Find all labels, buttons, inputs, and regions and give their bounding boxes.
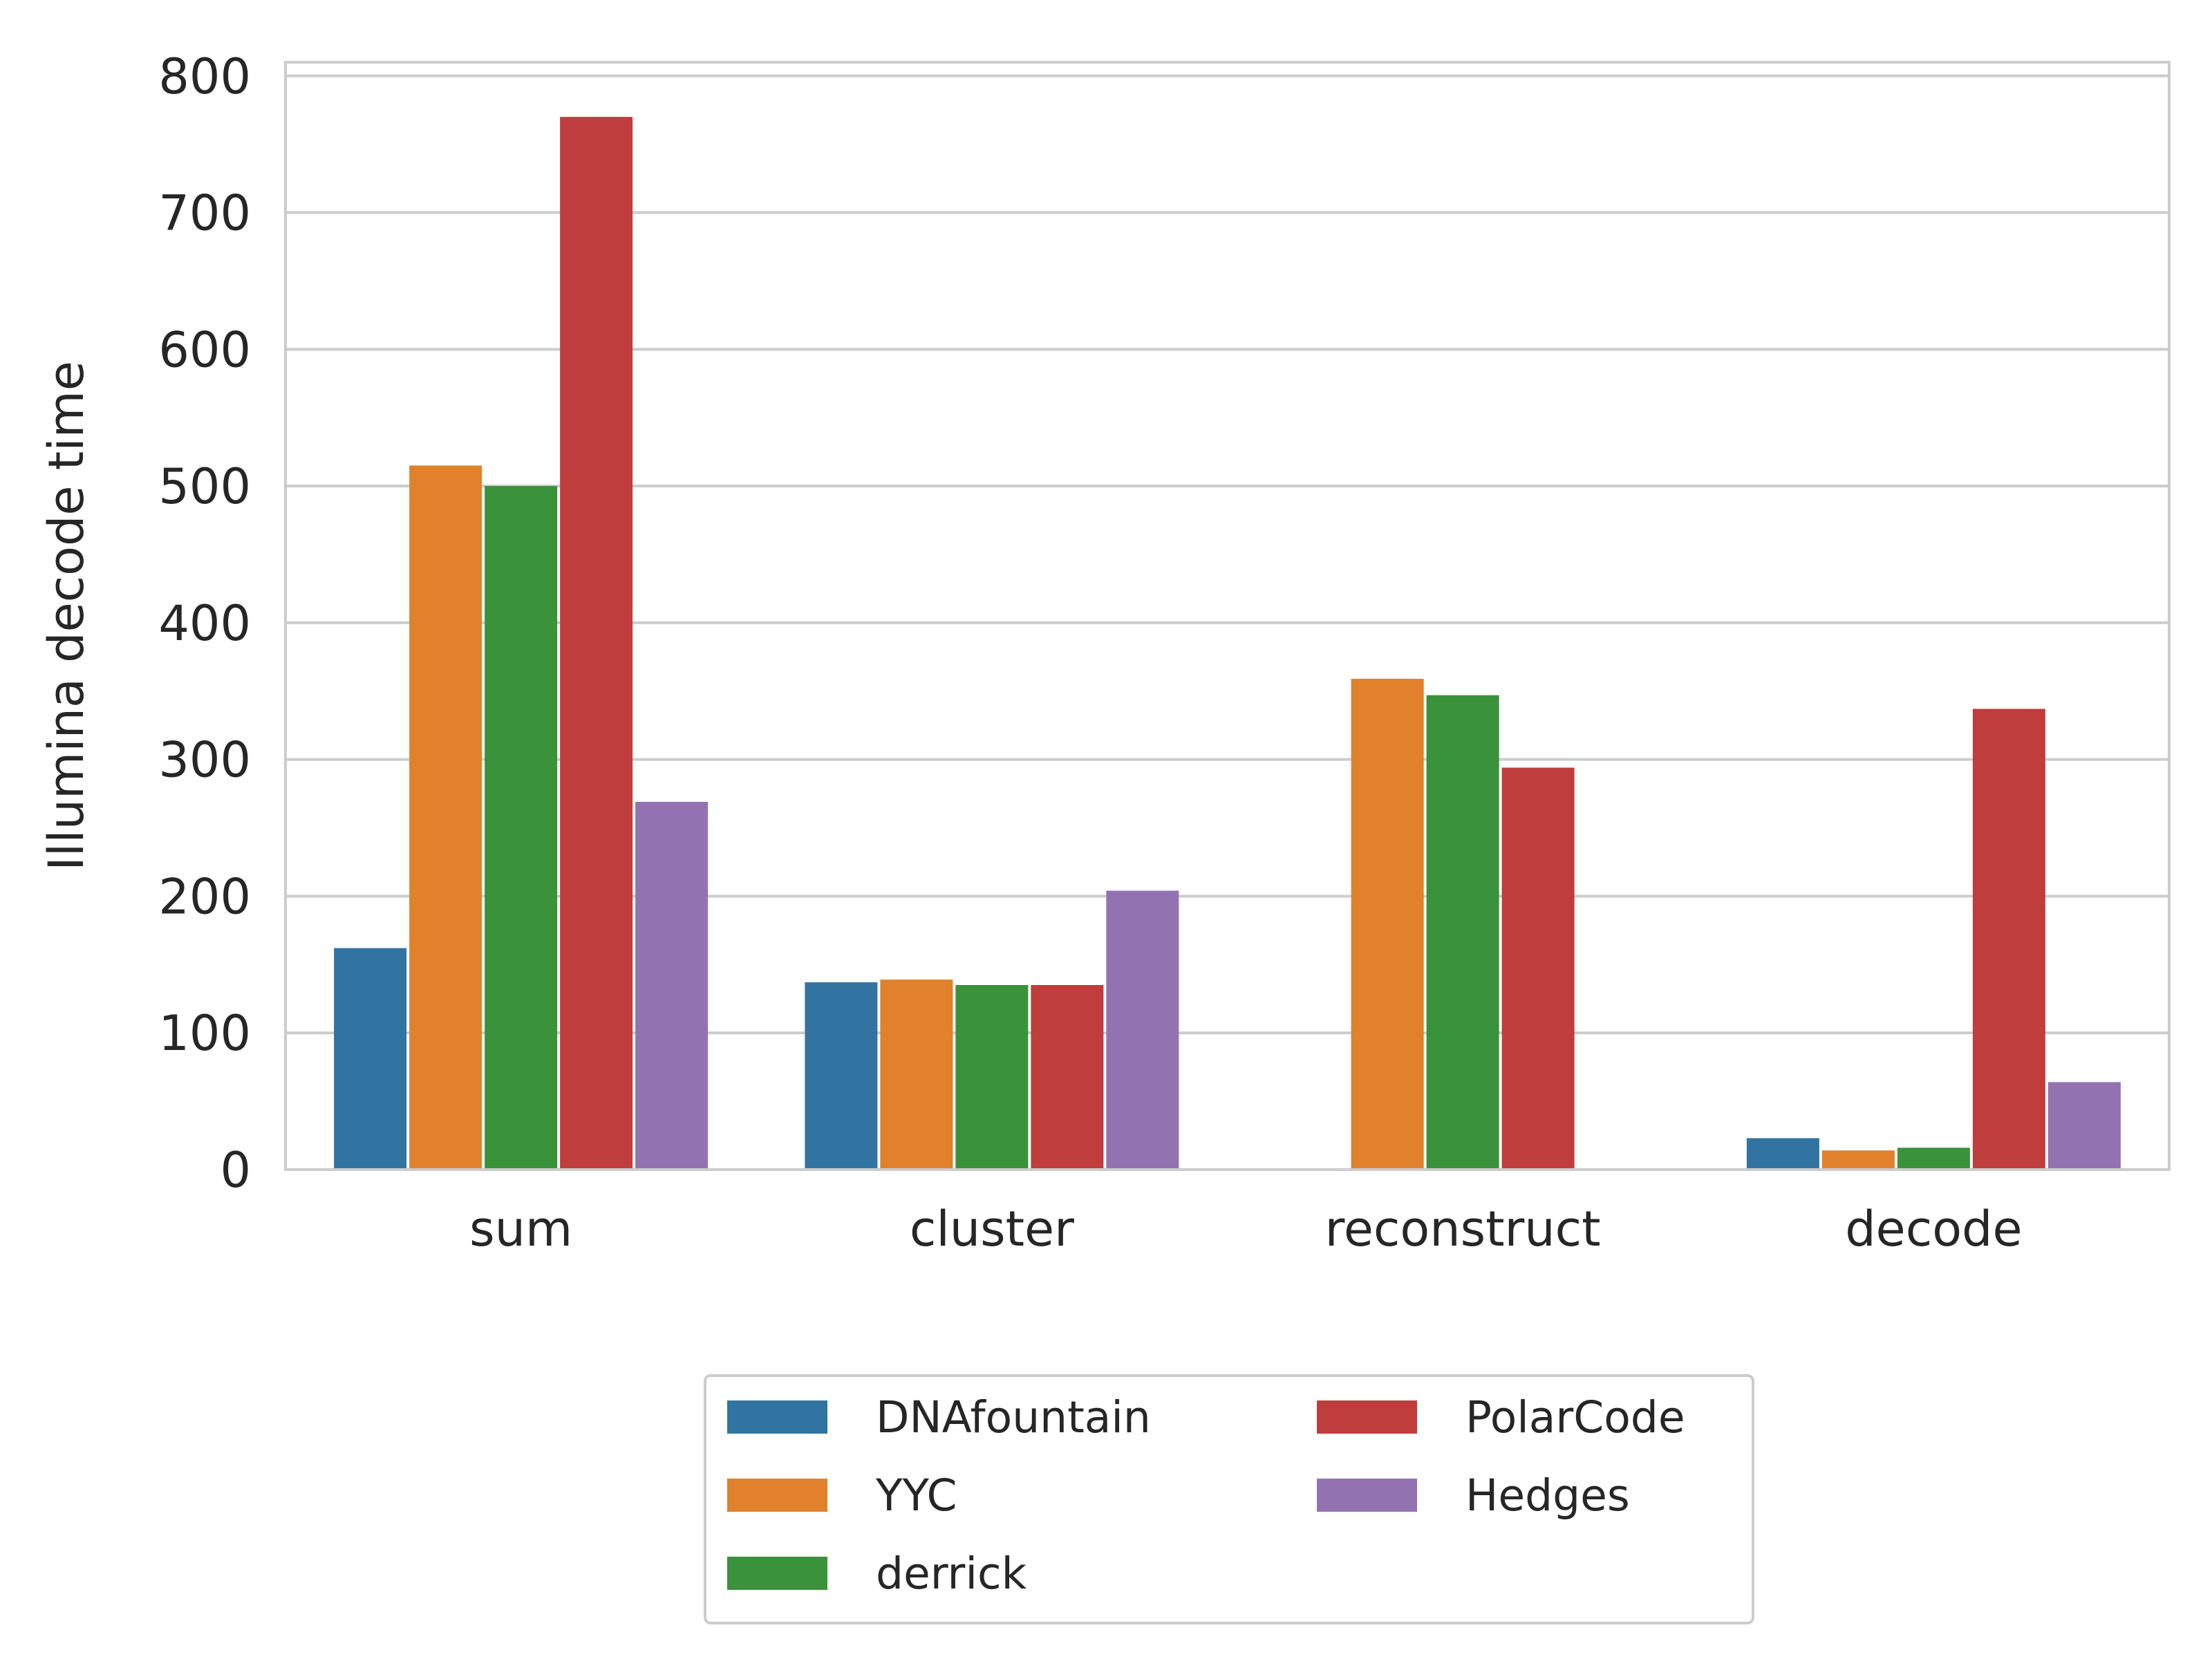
- bar-yyc-cluster: [880, 980, 953, 1170]
- x-tick-label: decode: [1845, 1201, 2022, 1257]
- legend-label-hedges: Hedges: [1465, 1470, 1630, 1521]
- x-tick-label: reconstruct: [1325, 1201, 1601, 1257]
- bar-derrick-decode: [1897, 1147, 1970, 1170]
- legend-swatch-yyc: [727, 1479, 827, 1512]
- bar-polarcode-decode: [1972, 709, 2045, 1170]
- bar-polarcode-cluster: [1031, 985, 1104, 1170]
- legend-swatch-polarcode: [1317, 1400, 1417, 1434]
- bar-dnafountain-decode: [1746, 1138, 1819, 1170]
- bar-derrick-reconstruct: [1426, 695, 1499, 1170]
- y-axis-title: Illumina decode time: [38, 361, 95, 871]
- legend-label-derrick: derrick: [876, 1548, 1027, 1599]
- bar-derrick-cluster: [955, 985, 1029, 1170]
- bar-hedges-cluster: [1106, 890, 1179, 1170]
- bar-dnafountain-cluster: [805, 982, 878, 1170]
- bar-yyc-sum: [409, 465, 482, 1170]
- bar-yyc-reconstruct: [1351, 678, 1424, 1170]
- legend-label-yyc: YYC: [875, 1470, 957, 1521]
- bar-hedges-decode: [2047, 1082, 2121, 1170]
- y-tick-label: 200: [158, 868, 251, 925]
- bar-polarcode-sum: [560, 117, 633, 1170]
- y-tick-label: 700: [158, 185, 251, 242]
- legend-swatch-hedges: [1317, 1479, 1417, 1512]
- x-tick-label: cluster: [910, 1201, 1074, 1257]
- y-tick-label: 0: [220, 1142, 251, 1199]
- legend-swatch-derrick: [727, 1557, 827, 1590]
- legend-label-dnafountain: DNAfountain: [876, 1392, 1151, 1443]
- bar-dnafountain-sum: [334, 948, 407, 1170]
- x-tick-labels: sum cluster reconstruct decode: [469, 1201, 2022, 1257]
- y-tick-label: 600: [158, 321, 251, 378]
- y-tick-label: 300: [158, 732, 251, 789]
- bar-yyc-decode: [1821, 1150, 1895, 1170]
- bar-polarcode-reconstruct: [1501, 767, 1575, 1170]
- legend-swatch-dnafountain: [727, 1400, 827, 1434]
- y-tick-label: 400: [158, 595, 251, 652]
- y-tick-labels: 0 100 200 300 400 500 600 700 800: [158, 48, 251, 1199]
- bars: [334, 117, 2121, 1170]
- y-tick-label: 100: [158, 1005, 251, 1062]
- legend: DNAfountain YYC derrick PolarCode Hedges: [704, 1374, 1754, 1624]
- x-tick-label: sum: [469, 1201, 572, 1257]
- y-tick-label: 800: [158, 48, 251, 105]
- bar-derrick-sum: [485, 486, 558, 1170]
- y-tick-label: 500: [158, 458, 251, 515]
- bar-hedges-sum: [635, 801, 709, 1170]
- legend-frame: [704, 1374, 1754, 1624]
- plot-frame: [284, 61, 2171, 1171]
- legend-label-polarcode: PolarCode: [1465, 1392, 1685, 1443]
